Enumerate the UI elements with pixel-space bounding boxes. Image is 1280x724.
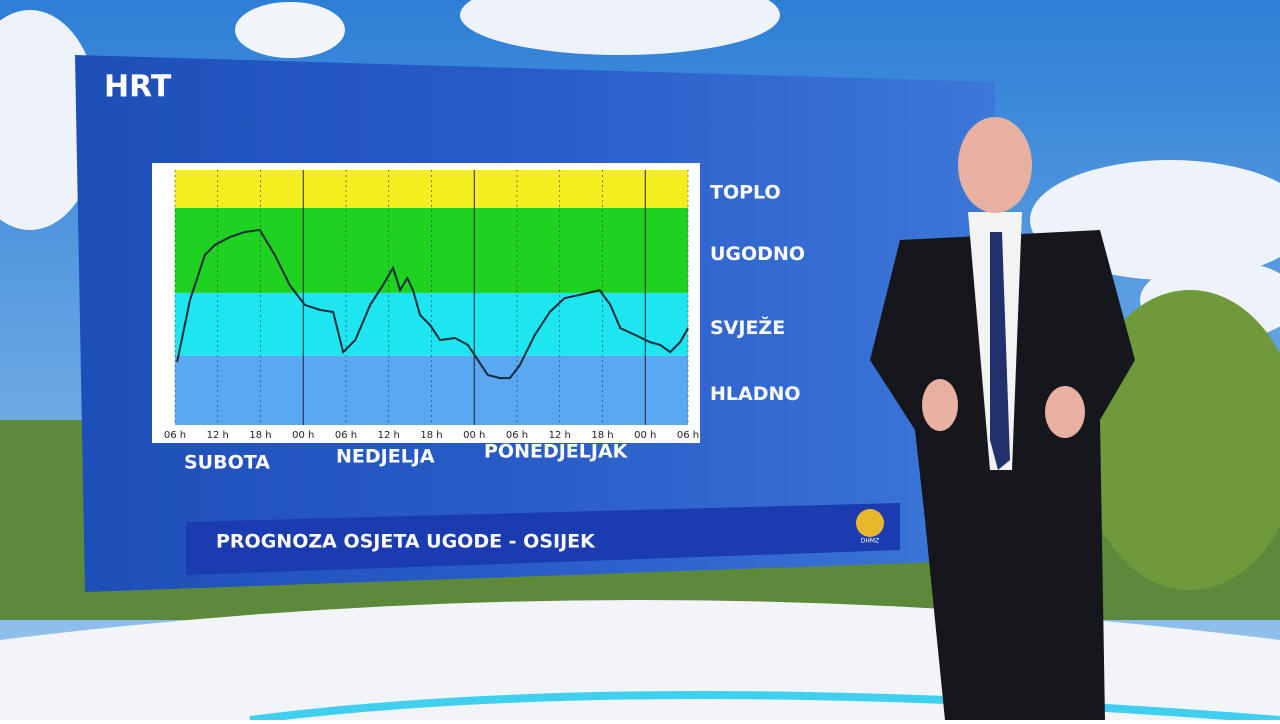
- source-logo: DHMZ: [861, 538, 879, 545]
- channel-logo: HRT: [104, 70, 172, 105]
- x-tick-label: 06 h: [677, 430, 699, 441]
- x-tick-label: 06 h: [164, 430, 186, 441]
- band-label: UGODNO: [710, 243, 805, 265]
- cloud: [235, 2, 345, 58]
- x-tick-label: 18 h: [420, 430, 442, 441]
- chart-title: PROGNOZA OSJETA UGODE - OSIJEK: [216, 531, 596, 553]
- day-label: SUBOTA: [184, 452, 270, 474]
- day-label: PONEDJELJAK: [484, 441, 629, 463]
- x-tick-label: 18 h: [249, 430, 271, 441]
- x-tick-label: 18 h: [591, 430, 613, 441]
- cloud: [0, 10, 100, 230]
- x-tick-label: 00 h: [292, 430, 314, 441]
- x-tick-label: 00 h: [463, 430, 485, 441]
- source-logo-icon: [856, 509, 884, 537]
- x-tick-label: 06 h: [335, 430, 357, 441]
- band-label: HLADNO: [710, 383, 801, 405]
- title-bar: [186, 503, 900, 575]
- x-tick-label: 12 h: [207, 430, 229, 441]
- band-label: TOPLO: [710, 181, 781, 203]
- day-label: NEDJELJA: [336, 446, 435, 468]
- presenter: [870, 117, 1135, 720]
- x-tick-label: 12 h: [378, 430, 400, 441]
- x-tick-label: 06 h: [506, 430, 528, 441]
- band-label: SVJEŽE: [710, 316, 785, 339]
- x-tick-label: 12 h: [549, 430, 571, 441]
- cloud: [460, 0, 780, 55]
- comfort-line: [176, 228, 689, 380]
- x-tick-label: 00 h: [634, 430, 656, 441]
